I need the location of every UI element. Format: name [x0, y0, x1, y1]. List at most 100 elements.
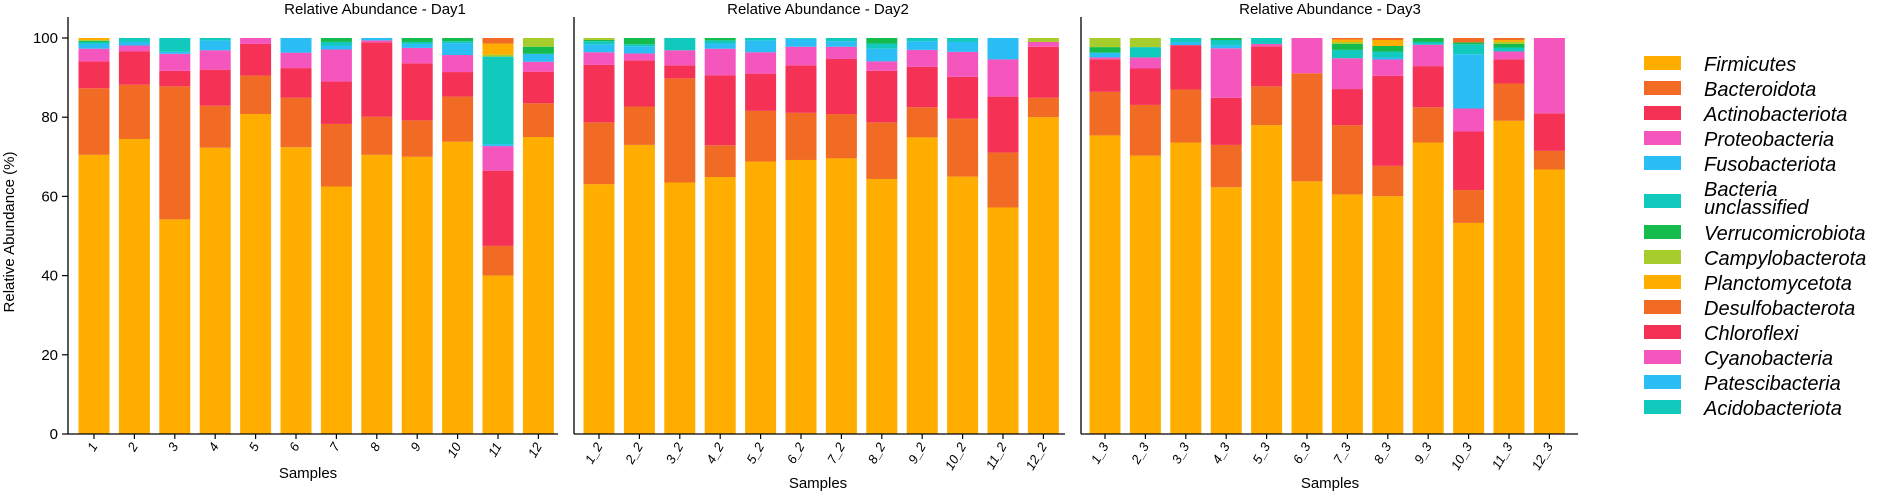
bar-segment-proteobacteria	[664, 50, 696, 66]
bar-segment-proteobacteria	[118, 45, 150, 52]
bar-segment-campylobacterota	[78, 39, 110, 41]
bar-segment-fusobacteriota	[1170, 41, 1202, 46]
bar-segment-actinobacteriota	[947, 76, 979, 119]
bar-segment-proteobacteria	[1453, 108, 1485, 132]
bar-segment-bacteria-unclassified	[1493, 47, 1525, 52]
x-tick-label: 4_2	[703, 439, 727, 466]
legend-label: Actinobacteriota	[1703, 104, 1847, 126]
bar-segment-bacteria-unclassified	[118, 38, 150, 42]
bar-segment-proteobacteria	[320, 49, 352, 82]
bar-segment-campylobacterota	[1493, 41, 1525, 44]
panel-title: Relative Abundance - Day3	[1239, 1, 1421, 18]
y-tick-label: 40	[41, 268, 58, 285]
bar-segment-bacteroidota	[1170, 89, 1202, 143]
bar-segment-firmicutes	[947, 176, 979, 434]
x-tick-label: 11_3	[1489, 439, 1516, 471]
bar-segment-firmicutes	[361, 154, 393, 434]
bar-segment-planctomycetota	[1372, 39, 1404, 46]
bar-segment-fusobacteriota	[118, 41, 150, 46]
bar-segment-firmicutes	[1170, 142, 1202, 434]
bar-segment-bacteroidota	[361, 116, 393, 155]
bar-segment-verrucomicrobiota	[866, 38, 898, 44]
bar-segment-bacteroidota	[987, 152, 1019, 208]
bar-segment-firmicutes	[623, 144, 655, 435]
bar-segment-actinobacteriota	[1170, 45, 1202, 90]
x-tick-label: 5_3	[1249, 439, 1273, 466]
bar-segment-proteobacteria	[947, 51, 979, 77]
bar-segment-actinobacteriota	[1251, 46, 1283, 87]
bar-segment-bacteroidota	[704, 145, 736, 177]
bar-group	[1089, 38, 1565, 435]
bar-segment-firmicutes	[522, 137, 554, 434]
legend-swatch	[1644, 194, 1681, 208]
bar-segment-bacteroidota	[825, 114, 857, 159]
bar-segment-firmicutes	[1129, 155, 1161, 434]
legend-label: Chloroflexi	[1704, 323, 1799, 345]
x-axis-ticks: 1 2 3 4 5 6 7 8 9 10 11 12	[84, 434, 545, 460]
bar-segment-verrucomicrobiota	[442, 38, 474, 42]
legend-swatch	[1644, 250, 1681, 264]
bar-segment-actinobacteriota	[118, 51, 150, 85]
panel-title: Relative Abundance - Day1	[284, 1, 466, 18]
bar-segment-bacteroidota	[1089, 91, 1121, 136]
bar-segment-verrucomicrobiota	[1453, 42, 1485, 45]
bar-segment-firmicutes	[482, 275, 514, 434]
x-tick-label: 3	[165, 439, 182, 453]
bar-segment-fusobacteriota	[1372, 57, 1404, 60]
bar-segment-firmicutes	[1331, 194, 1363, 434]
bar-segment-fusobacteriota	[785, 38, 817, 47]
bar-segment-fusobacteriota	[320, 45, 352, 50]
bar-segment-firmicutes	[1533, 169, 1565, 435]
x-tick-label: 2	[124, 439, 141, 454]
x-tick-label: 8_2	[865, 439, 889, 466]
legend-label: Verrucomicrobiota	[1704, 223, 1866, 245]
bar-segment-bacteroidota	[240, 75, 272, 115]
bar-segment-bacteria-unclassified	[442, 41, 474, 44]
bar-segment-proteobacteria	[1412, 44, 1444, 67]
legend-label: Firmicutes	[1704, 54, 1796, 76]
bar-segment-fusobacteriota	[361, 38, 393, 41]
bar-segment-fusobacteriota	[906, 41, 938, 50]
bar-segment-bacteria-unclassified	[1170, 38, 1202, 42]
bar-segment-proteobacteria	[987, 59, 1019, 97]
bar-segment-bacteria-unclassified	[947, 38, 979, 42]
legend-swatch	[1644, 400, 1681, 414]
bar-segment-firmicutes	[704, 176, 736, 434]
bar-segment-firmicutes	[1493, 120, 1525, 434]
bar-segment-firmicutes	[1291, 181, 1323, 434]
bar-segment-actinobacteriota	[745, 73, 777, 111]
bar-segment-firmicutes	[240, 114, 272, 435]
bar-segment-bacteroidota	[442, 96, 474, 142]
bar-segment-bacteroidota	[1210, 144, 1242, 188]
bar-segment-bacteria-unclassified	[1129, 47, 1161, 58]
bar-segment-proteobacteria	[442, 55, 474, 73]
bar-segment-campylobacterota	[1027, 38, 1059, 42]
bar-segment-bacteria-unclassified	[1251, 38, 1283, 44]
bar-segment-proteobacteria	[199, 50, 231, 70]
bar-segment-planctomycetota	[1331, 39, 1363, 42]
bar-segment-fusobacteriota	[947, 41, 979, 52]
x-tick-label: 1_3	[1088, 439, 1112, 466]
bar-segment-campylobacterota	[522, 38, 554, 47]
legend-label: Proteobacteria	[1704, 129, 1834, 151]
bar-segment-proteobacteria	[159, 53, 191, 71]
bar-segment-firmicutes	[1210, 187, 1242, 434]
bar-segment-verrucomicrobiota	[320, 38, 352, 42]
bar-segment-bacteroidota	[623, 106, 655, 145]
bar-segment-planctomycetota	[482, 43, 514, 55]
bar-segment-fusobacteriota	[522, 53, 554, 62]
bar-segment-bacteria-unclassified	[159, 38, 191, 52]
legend-swatch	[1644, 81, 1681, 95]
bar-segment-proteobacteria	[1291, 38, 1323, 74]
bar-segment-bacteroidota	[1453, 190, 1485, 223]
bar-segment-actinobacteriota	[623, 60, 655, 107]
bar-segment-proteobacteria	[785, 46, 817, 66]
bar-segment-fusobacteriota	[704, 43, 736, 49]
x-tick-label: 3_3	[1169, 439, 1193, 466]
bar-segment-bacteroidota	[745, 110, 777, 162]
x-axis-label: Samples	[279, 465, 337, 482]
bar-segment-proteobacteria	[583, 52, 615, 65]
bar-segment-bacteroidota	[1372, 165, 1404, 197]
bar-segment-planctomycetota	[1493, 39, 1525, 42]
x-tick-label: 12_3	[1529, 439, 1557, 472]
